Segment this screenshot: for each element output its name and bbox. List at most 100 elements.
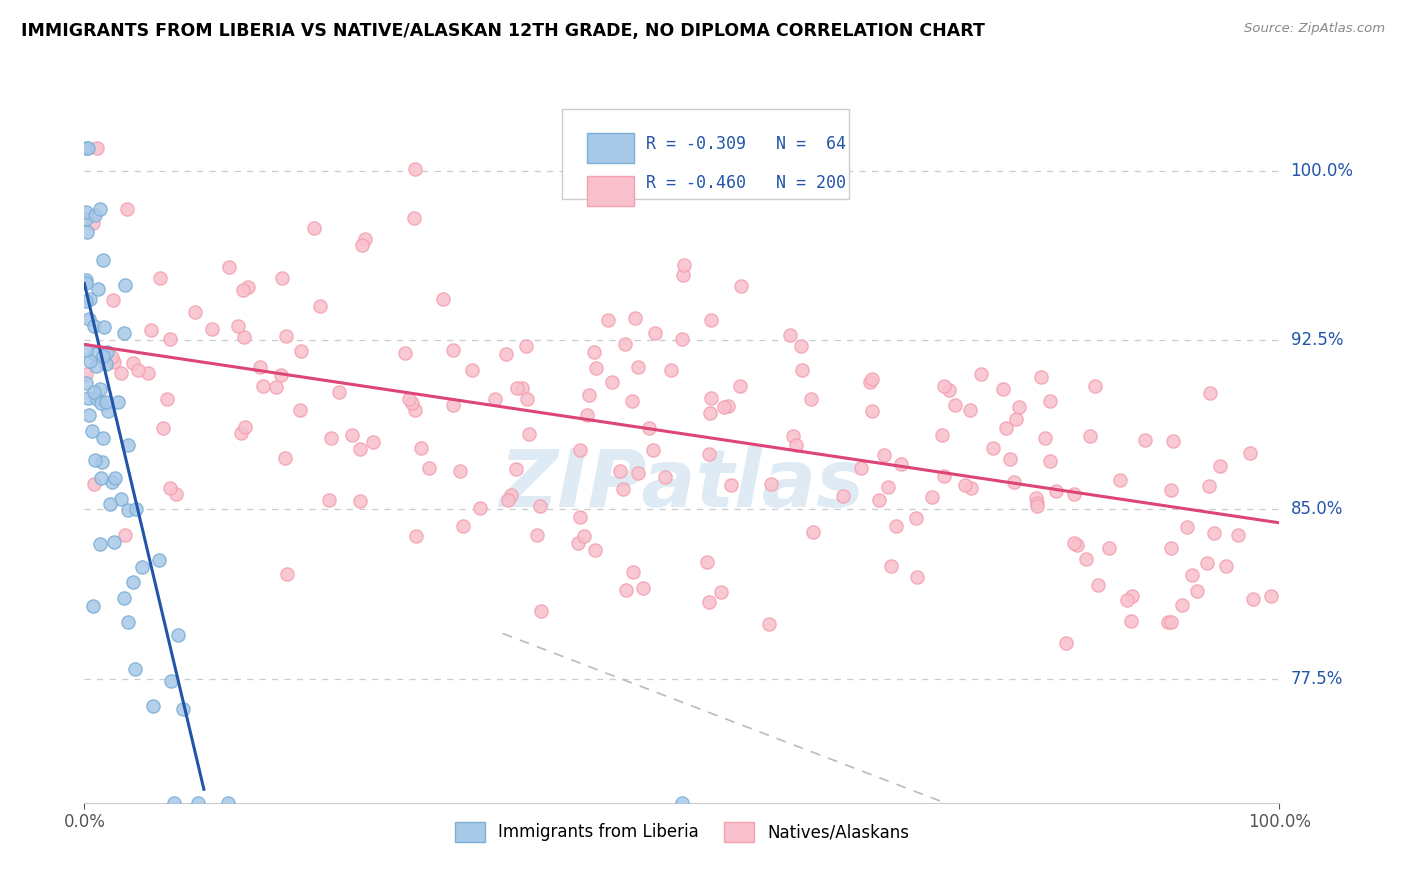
Point bbox=[217, 796, 239, 810]
Text: Source: ZipAtlas.com: Source: ZipAtlas.com bbox=[1244, 22, 1385, 36]
Point bbox=[859, 375, 882, 389]
Point bbox=[1241, 591, 1264, 606]
Point bbox=[103, 471, 125, 485]
Point bbox=[117, 502, 139, 516]
Point bbox=[782, 429, 804, 443]
Point bbox=[730, 278, 752, 293]
Point bbox=[319, 432, 342, 446]
Point bbox=[717, 399, 740, 413]
Point bbox=[91, 455, 114, 469]
Point bbox=[1215, 558, 1237, 573]
Point bbox=[851, 461, 873, 475]
Point bbox=[84, 453, 107, 467]
Point bbox=[89, 382, 111, 396]
Point bbox=[572, 529, 595, 543]
Point bbox=[142, 699, 165, 714]
Point bbox=[801, 524, 824, 539]
Point bbox=[90, 470, 112, 484]
Point bbox=[165, 486, 187, 500]
Point bbox=[110, 366, 132, 380]
Point bbox=[84, 347, 107, 361]
Point bbox=[82, 599, 104, 614]
Point bbox=[290, 343, 312, 358]
Point bbox=[125, 501, 148, 516]
Point bbox=[1116, 592, 1139, 607]
Point bbox=[233, 419, 256, 434]
Point bbox=[614, 583, 637, 598]
Point bbox=[633, 581, 655, 595]
Point bbox=[1097, 541, 1119, 555]
Point bbox=[905, 511, 928, 525]
Point bbox=[117, 438, 139, 452]
Point bbox=[1025, 499, 1047, 513]
Point bbox=[758, 616, 780, 631]
Point bbox=[451, 519, 474, 533]
Text: IMMIGRANTS FROM LIBERIA VS NATIVE/ALASKAN 12TH GRADE, NO DIPLOMA CORRELATION CHA: IMMIGRANTS FROM LIBERIA VS NATIVE/ALASKA… bbox=[21, 22, 986, 40]
Point bbox=[226, 319, 249, 334]
Point bbox=[167, 628, 190, 642]
Point bbox=[654, 470, 676, 484]
Point bbox=[884, 519, 907, 533]
Point bbox=[1045, 484, 1067, 499]
Point bbox=[117, 615, 139, 629]
Point bbox=[960, 481, 983, 495]
Point bbox=[1156, 615, 1178, 629]
Point bbox=[103, 535, 125, 549]
Point bbox=[991, 382, 1014, 396]
Point bbox=[101, 293, 124, 307]
Point bbox=[1066, 538, 1088, 552]
Point bbox=[328, 385, 350, 400]
Point bbox=[627, 466, 650, 480]
Point bbox=[159, 481, 181, 495]
Point bbox=[1039, 453, 1062, 467]
Point bbox=[361, 434, 384, 449]
Point bbox=[89, 536, 111, 550]
Point bbox=[720, 478, 742, 492]
Point bbox=[621, 394, 644, 409]
Point bbox=[516, 392, 538, 407]
Point bbox=[1119, 614, 1142, 628]
Point bbox=[981, 442, 1004, 456]
Point bbox=[671, 332, 693, 346]
Point bbox=[441, 398, 464, 412]
Point bbox=[621, 565, 644, 579]
Point bbox=[449, 464, 471, 478]
Point bbox=[779, 328, 801, 343]
Point bbox=[1039, 393, 1062, 408]
Point bbox=[80, 424, 103, 438]
Point bbox=[252, 378, 274, 392]
Point bbox=[470, 500, 492, 515]
Point bbox=[644, 326, 666, 340]
Point bbox=[713, 401, 735, 415]
Point bbox=[404, 211, 426, 226]
Point bbox=[1198, 479, 1220, 493]
Point bbox=[304, 220, 326, 235]
Text: R = -0.460   N = 200: R = -0.460 N = 200 bbox=[647, 175, 846, 193]
Point bbox=[101, 475, 124, 490]
Point bbox=[1260, 589, 1282, 603]
Point bbox=[501, 488, 523, 502]
Point bbox=[1239, 446, 1261, 460]
Point bbox=[1187, 584, 1209, 599]
Point bbox=[510, 381, 533, 395]
Point bbox=[97, 403, 120, 417]
Point bbox=[401, 395, 423, 409]
Point bbox=[75, 294, 97, 309]
Point bbox=[270, 368, 292, 382]
Point bbox=[673, 258, 696, 272]
Point bbox=[76, 225, 98, 239]
Point bbox=[112, 591, 135, 605]
Point bbox=[404, 402, 426, 417]
Point bbox=[905, 569, 928, 583]
Point bbox=[761, 477, 783, 491]
Point bbox=[122, 356, 145, 370]
Point bbox=[91, 349, 114, 363]
Point bbox=[860, 404, 883, 418]
Point bbox=[405, 529, 427, 543]
Point bbox=[77, 141, 100, 155]
Point bbox=[86, 141, 108, 155]
Point bbox=[880, 559, 903, 574]
Point bbox=[432, 292, 454, 306]
Point bbox=[131, 559, 153, 574]
Point bbox=[86, 392, 108, 406]
